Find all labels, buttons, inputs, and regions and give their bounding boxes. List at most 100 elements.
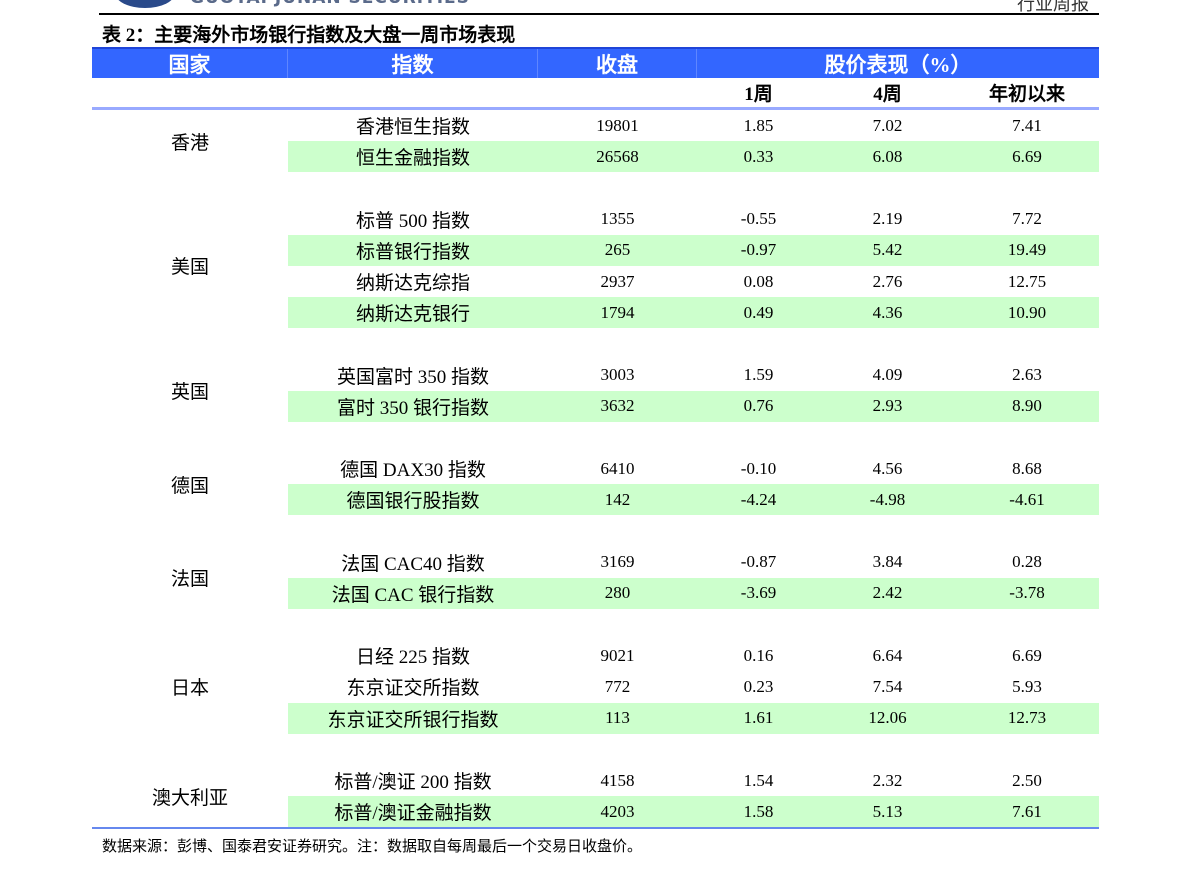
- change-ytd: 2.50: [1012, 770, 1042, 790]
- company-logo: [115, 0, 175, 8]
- change-ytd: 19.49: [1007, 240, 1047, 260]
- index-name: 香港恒生指数: [355, 117, 470, 139]
- group-spacer: [92, 734, 1099, 765]
- table-row: 德国 DAX30 指数 6410 -0.10 4.56 8.68: [288, 453, 1099, 484]
- index-name: 日经 225 指数: [355, 647, 470, 669]
- change-ytd: 6.69: [1012, 146, 1042, 166]
- header-performance: 股价表现（%）: [824, 52, 972, 77]
- close-value: 3632: [600, 396, 635, 416]
- change-ytd: 12.73: [1007, 708, 1047, 728]
- subheader-ytd: 年初以来: [988, 84, 1065, 105]
- index-name: 纳斯达克银行: [355, 304, 470, 326]
- change-4w: 2.19: [872, 209, 903, 229]
- table-row: 纳斯达克综指 2937 0.08 2.76 12.75: [288, 266, 1099, 297]
- header-country: 国家: [92, 49, 288, 78]
- country-cell: 英国: [170, 382, 209, 404]
- table-row: 东京证交所指数 772 0.23 7.54 5.93: [288, 671, 1099, 702]
- change-1w: 1.61: [743, 708, 774, 728]
- change-4w: 2.93: [872, 396, 903, 416]
- change-1w: -0.87: [740, 552, 777, 572]
- index-name: 富时 350 银行指数: [336, 397, 489, 419]
- table-row: 日经 225 指数 9021 0.16 6.64 6.69: [288, 640, 1099, 671]
- change-1w: -4.24: [740, 489, 777, 509]
- table-row: 法国 CAC 银行指数 280 -3.69 2.42 -3.78: [288, 577, 1099, 609]
- table-row: 富时 350 银行指数 3632 0.76 2.93 8.90: [288, 390, 1099, 422]
- close-value: 280: [604, 583, 631, 603]
- close-value: 9021: [600, 645, 635, 665]
- table-row: 法国 CAC40 指数 3169 -0.87 3.84 0.28: [288, 547, 1099, 578]
- index-name: 德国 DAX30 指数: [340, 460, 486, 482]
- change-1w: 0.49: [743, 302, 774, 322]
- change-1w: -0.97: [740, 240, 777, 260]
- table-subheader: 1周 4周 年初以来: [92, 78, 1099, 110]
- change-4w: 6.64: [872, 645, 903, 665]
- group-spacer: [92, 328, 1099, 359]
- report-type: 行业周报: [1017, 0, 1089, 14]
- table-row: 恒生金融指数 26568 0.33 6.08 6.69: [288, 141, 1099, 173]
- group-spacer: [92, 609, 1099, 640]
- close-value: 6410: [600, 458, 635, 478]
- change-ytd: 7.61: [1012, 801, 1042, 821]
- change-ytd: 10.90: [1007, 302, 1047, 322]
- change-4w: 2.42: [872, 583, 903, 603]
- country-cell: 美国: [170, 257, 209, 279]
- change-4w: 7.02: [872, 115, 903, 135]
- close-value: 4203: [600, 801, 635, 821]
- table-row: 标普 500 指数 1355 -0.55 2.19 7.72: [288, 204, 1099, 235]
- subheader-4w: 4周: [873, 84, 902, 105]
- change-1w: -0.55: [740, 209, 777, 229]
- company-name: GUOTAI JUNAN SECURITIES: [190, 0, 470, 8]
- index-name: 法国 CAC 银行指数: [331, 584, 495, 606]
- source-note: 数据来源：彭博、国泰君安证券研究。注：数据取自每周最后一个交易日收盘价。: [102, 839, 643, 855]
- subheader-1w: 1周: [744, 84, 773, 105]
- change-1w: -3.69: [740, 583, 777, 603]
- table-bottom-rule: [92, 827, 1099, 830]
- change-4w: 6.08: [872, 146, 903, 166]
- table-header: 国家 指数 收盘 股价表现（%）: [92, 47, 1099, 78]
- country-cell: 法国: [170, 569, 209, 591]
- change-1w: 0.16: [743, 645, 774, 665]
- change-4w: 2.76: [872, 271, 903, 291]
- close-value: 3003: [600, 365, 635, 385]
- country-group: 日本 日经 225 指数 9021 0.16 6.64 6.69 东京证交所指数 772 0.2…: [92, 640, 1099, 734]
- change-1w: 0.76: [743, 396, 774, 416]
- country-cell: 德国: [170, 475, 209, 497]
- change-4w: 5.42: [872, 240, 903, 260]
- change-4w: 4.56: [872, 458, 903, 478]
- close-value: 772: [604, 676, 631, 696]
- table-row: 香港恒生指数 19801 1.85 7.02 7.41: [288, 110, 1099, 141]
- close-value: 265: [604, 240, 631, 260]
- change-ytd: 2.63: [1012, 365, 1042, 385]
- change-ytd: 5.93: [1012, 676, 1042, 696]
- table-row: 东京证交所银行指数 113 1.61 12.06 12.73: [288, 702, 1099, 734]
- change-1w: 1.58: [743, 801, 774, 821]
- change-1w: 0.23: [743, 676, 774, 696]
- change-ytd: 8.90: [1012, 396, 1042, 416]
- table-row: 英国富时 350 指数 3003 1.59 4.09 2.63: [288, 360, 1099, 391]
- change-ytd: 0.28: [1012, 552, 1042, 572]
- country-cell: 澳大利亚: [151, 787, 228, 809]
- close-value: 142: [604, 489, 631, 509]
- change-4w: 12.06: [868, 708, 907, 728]
- index-name: 东京证交所银行指数: [327, 709, 499, 731]
- header-index: 指数: [288, 49, 538, 78]
- table-row: 标普/澳证金融指数 4203 1.58 5.13 7.61: [288, 796, 1099, 828]
- country-cell: 香港: [170, 132, 209, 154]
- change-ytd: 7.41: [1012, 115, 1042, 135]
- change-1w: 0.33: [743, 146, 774, 166]
- index-name: 法国 CAC40 指数: [341, 553, 485, 575]
- table-row: 德国银行股指数 142 -4.24 -4.98 -4.61: [288, 484, 1099, 516]
- change-4w: -4.98: [869, 489, 906, 509]
- close-value: 113: [605, 708, 630, 728]
- change-1w: 0.08: [743, 271, 774, 291]
- table-row: 标普银行指数 265 -0.97 5.42 19.49: [288, 234, 1099, 266]
- country-group: 德国 德国 DAX30 指数 6410 -0.10 4.56 8.68 德国银行股指数 142…: [92, 453, 1099, 516]
- close-value: 19801: [596, 115, 639, 135]
- index-name: 英国富时 350 指数: [336, 366, 489, 388]
- change-4w: 5.13: [872, 801, 903, 821]
- index-name: 纳斯达克综指: [355, 273, 470, 295]
- index-name: 德国银行股指数: [346, 491, 480, 513]
- index-name: 标普 500 指数: [355, 210, 470, 232]
- country-group: 香港 香港恒生指数 19801 1.85 7.02 7.41 恒生金融指数 26568 0.33…: [92, 110, 1099, 173]
- close-value: 4158: [600, 770, 635, 790]
